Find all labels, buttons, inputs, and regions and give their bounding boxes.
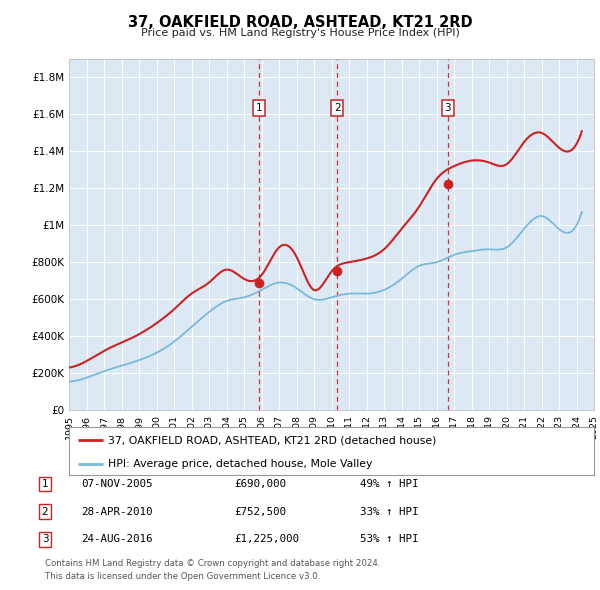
Text: Price paid vs. HM Land Registry's House Price Index (HPI): Price paid vs. HM Land Registry's House … <box>140 28 460 38</box>
Text: 28-APR-2010: 28-APR-2010 <box>81 507 152 516</box>
Text: £752,500: £752,500 <box>234 507 286 516</box>
Text: 3: 3 <box>41 535 49 544</box>
Text: 2: 2 <box>334 103 340 113</box>
Text: 37, OAKFIELD ROAD, ASHTEAD, KT21 2RD (detached house): 37, OAKFIELD ROAD, ASHTEAD, KT21 2RD (de… <box>109 435 437 445</box>
Text: £1,225,000: £1,225,000 <box>234 535 299 544</box>
Text: 07-NOV-2005: 07-NOV-2005 <box>81 479 152 489</box>
Text: 53% ↑ HPI: 53% ↑ HPI <box>360 535 419 544</box>
Text: 2: 2 <box>41 507 49 516</box>
Text: 1: 1 <box>41 479 49 489</box>
Text: 1: 1 <box>256 103 262 113</box>
Text: 33% ↑ HPI: 33% ↑ HPI <box>360 507 419 516</box>
Text: Contains HM Land Registry data © Crown copyright and database right 2024.: Contains HM Land Registry data © Crown c… <box>45 559 380 568</box>
Text: HPI: Average price, detached house, Mole Valley: HPI: Average price, detached house, Mole… <box>109 459 373 469</box>
Text: £690,000: £690,000 <box>234 479 286 489</box>
Text: 49% ↑ HPI: 49% ↑ HPI <box>360 479 419 489</box>
Text: 3: 3 <box>445 103 451 113</box>
Text: This data is licensed under the Open Government Licence v3.0.: This data is licensed under the Open Gov… <box>45 572 320 581</box>
Text: 37, OAKFIELD ROAD, ASHTEAD, KT21 2RD: 37, OAKFIELD ROAD, ASHTEAD, KT21 2RD <box>128 15 472 30</box>
Text: 24-AUG-2016: 24-AUG-2016 <box>81 535 152 544</box>
